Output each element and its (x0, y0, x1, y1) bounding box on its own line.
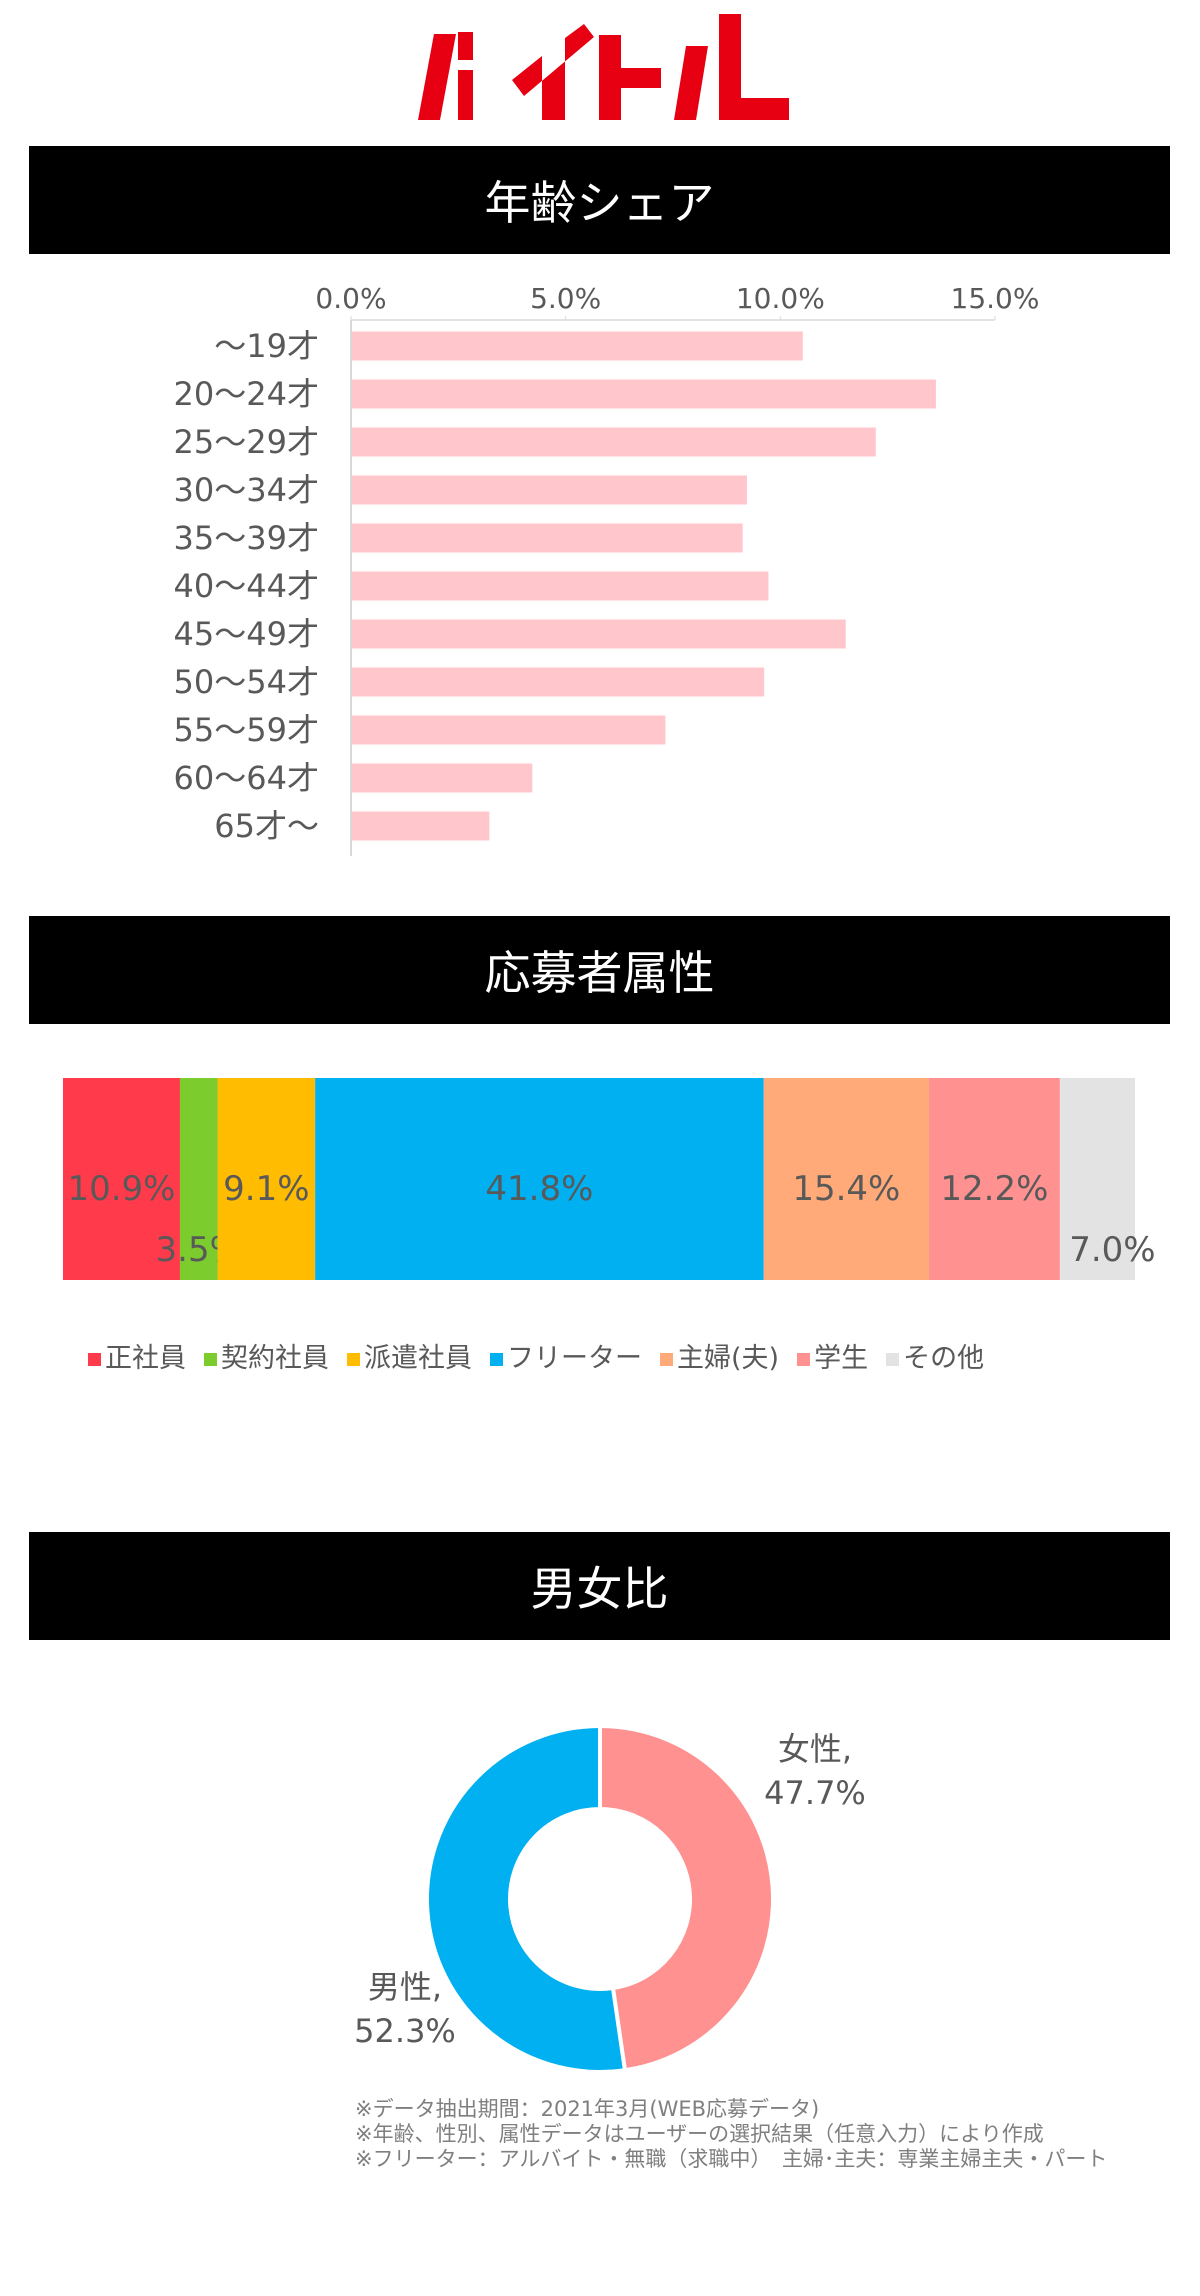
category-label: 55～59才 (174, 711, 319, 749)
attribute-chart: 10.9%3.5%9.1% 41.8% 15.4% 12.2%7.0% (63, 1078, 1156, 1280)
slice-name-label: 男性, (368, 1968, 442, 2006)
age-bar (352, 475, 747, 505)
category-label: 50～54才 (174, 663, 319, 701)
legend-swatch (797, 1353, 811, 1366)
category-label: 60～64才 (174, 759, 319, 797)
x-tick-label: 10.0% (736, 282, 825, 315)
slice-value-label: 47.7% (764, 1774, 866, 1812)
attribute-legend: 正社員 契約社員 派遣社員 フリーター 主婦(夫) 学生 その他 (88, 1336, 984, 1375)
legend-label: フリーター (507, 1343, 642, 1374)
segment-label: 7.0% (1069, 1230, 1155, 1270)
legend-item: その他 (886, 1336, 984, 1375)
category-label: ～19才 (214, 327, 319, 365)
legend-swatch (88, 1353, 101, 1366)
segment-3 (315, 1078, 764, 1280)
footnote: ※年齢、性別、属性データはユーザーの選択結果（任意入力）により作成 (355, 2122, 1044, 2146)
slice-name-label: 女性, (778, 1730, 852, 1768)
age-bar (352, 763, 533, 793)
segment-label: 10.9% (67, 1169, 175, 1209)
footnote: ※フリーター：アルバイト・無職（求職中） 主婦･主夫：専業主婦主夫・パート (355, 2147, 1108, 2171)
legend-swatch (347, 1353, 360, 1366)
age-share-title: 年齢シェア (484, 176, 715, 230)
slice-value-label: 52.3% (354, 2012, 456, 2050)
segment-label: 41.8% (485, 1169, 593, 1209)
age-bar (352, 715, 666, 745)
age-bar (352, 811, 490, 841)
legend-swatch (490, 1353, 503, 1366)
gender-donut-chart: 女性, 47.7% 男性, 52.3% (354, 1723, 866, 2074)
category-label: 25～29才 (174, 423, 319, 461)
legend-item: 派遣社員 (347, 1336, 472, 1375)
segment-5 (928, 1078, 1060, 1280)
legend-label: 正社員 (105, 1343, 186, 1374)
footnotes: ※データ抽出期間：2021年3月(WEB応募データ) ※年齢、性別、属性データは… (355, 2097, 1145, 2172)
legend-label: 派遣社員 (364, 1343, 472, 1374)
legend-label: 学生 (814, 1343, 869, 1374)
x-tick-label: 5.0% (530, 282, 601, 315)
age-bar (352, 379, 936, 409)
segment-label: 12.2% (940, 1169, 1048, 1209)
legend-label: 契約社員 (221, 1343, 329, 1374)
age-share-header: 年齢シェア (29, 146, 1170, 254)
legend-item: 契約社員 (204, 1336, 329, 1375)
age-bar (352, 619, 846, 649)
attribute-header: 応募者属性 (29, 916, 1170, 1024)
gender-header: 男女比 (29, 1532, 1170, 1640)
segment-1 (179, 1078, 218, 1280)
age-bar (352, 667, 765, 697)
segment-6 (1059, 1078, 1135, 1280)
age-bar (352, 571, 769, 601)
baitoru-logo (418, 14, 789, 120)
donut-slice-0 (598, 1723, 775, 2073)
segment-label: 15.4% (792, 1169, 900, 1209)
age-bar (352, 427, 876, 457)
age-bar (352, 523, 743, 553)
category-label: 65才～ (214, 807, 319, 845)
category-label: 20～24才 (174, 375, 319, 413)
legend-item: 主婦(夫) (660, 1336, 779, 1375)
segment-4 (763, 1078, 929, 1280)
attribute-title: 応募者属性 (484, 946, 715, 1000)
footnote: ※データ抽出期間：2021年3月(WEB応募データ) (355, 2097, 820, 2121)
segment-label: 9.1% (223, 1169, 309, 1209)
legend-item: 学生 (797, 1336, 868, 1375)
x-tick-label: 15.0% (951, 282, 1040, 315)
category-label: 30～34才 (174, 471, 319, 509)
gender-title: 男女比 (530, 1562, 669, 1616)
legend-swatch (204, 1353, 217, 1366)
legend-label: 主婦(夫) (677, 1343, 780, 1374)
legend-swatch (660, 1353, 673, 1366)
category-label: 40～44才 (174, 567, 319, 605)
age-bar (352, 331, 803, 361)
segment-2 (217, 1078, 316, 1280)
age-share-chart: 0.0% 5.0% 10.0% 15.0% ～19才 20～24才 25～29才 30～34才… (174, 282, 1040, 856)
segment-0 (63, 1078, 180, 1280)
category-label: 45～49才 (174, 615, 319, 653)
legend-item: フリーター (490, 1336, 642, 1375)
legend-item: 正社員 (88, 1336, 186, 1375)
legend-swatch (886, 1353, 900, 1366)
donut-slice-1 (425, 1723, 628, 2074)
legend-label: その他 (903, 1343, 985, 1374)
x-tick-label: 0.0% (315, 282, 386, 315)
category-label: 35～39才 (174, 519, 319, 557)
